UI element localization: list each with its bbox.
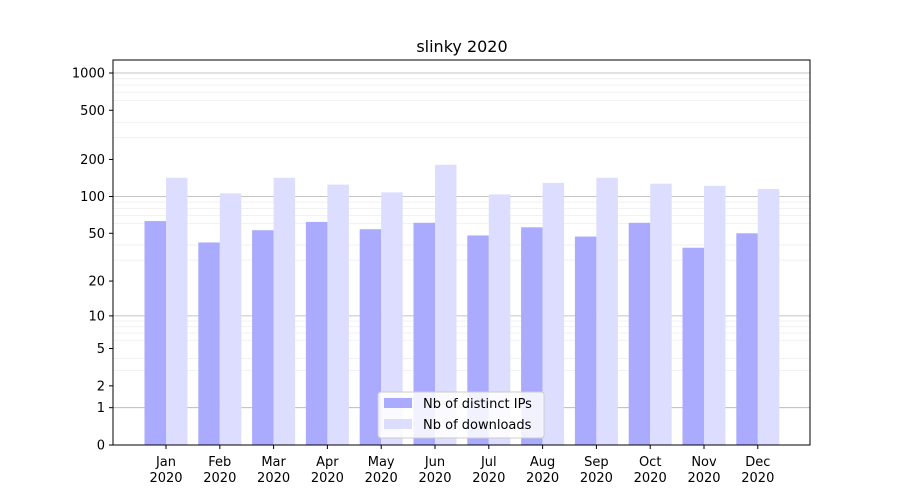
y-tick-label: 1 [97, 401, 105, 416]
y-tick-label: 2 [97, 379, 105, 394]
y-tick-label: 1000 [72, 67, 105, 82]
x-tick-label-month: Apr [316, 455, 339, 470]
legend: Nb of distinct IPs Nb of downloads [377, 391, 545, 439]
legend-swatch [384, 419, 412, 429]
bar-downloads-mar [273, 177, 296, 446]
legend-box [377, 391, 545, 439]
bar-downloads-oct [650, 183, 672, 445]
y-tick-label: 0 [97, 439, 105, 454]
bar-distinct-ips-sep [574, 236, 597, 445]
bars [144, 164, 780, 446]
bar-distinct-ips-feb [198, 242, 220, 445]
bar-downloads-feb [219, 193, 242, 445]
bar-downloads-nov [704, 185, 726, 445]
x-tick-label-month: Aug [530, 455, 555, 470]
bar-distinct-ips-jun [413, 222, 435, 445]
x-tick-label-year: 2020 [580, 471, 613, 486]
x-axis-ticks: Jan2020Feb2020Mar2020Apr2020May2020Jun20… [149, 445, 774, 486]
plot-frame [112, 59, 811, 446]
x-tick-label-month: Jul [480, 455, 497, 470]
y-tick-label: 200 [80, 153, 105, 168]
x-tick-label-month: Jan [155, 455, 176, 470]
x-tick-label-year: 2020 [741, 471, 774, 486]
y-tick-label: 10 [88, 309, 105, 324]
chart-title: slinky 2020 [416, 37, 507, 56]
bar-downloads-jun [435, 164, 457, 445]
bar-downloads-sep [596, 177, 618, 446]
y-tick-label: 5 [97, 342, 105, 357]
bar-downloads-may [381, 192, 403, 445]
y-axis-ticks: 0 1 2 5 10 20 50 100 200 500 1000 [72, 67, 113, 454]
bar-distinct-ips-apr [305, 221, 328, 445]
x-tick-label-month: Mar [261, 455, 286, 470]
legend-label: Nb of downloads [423, 418, 532, 433]
bar-distinct-ips-mar [252, 230, 274, 445]
bar-distinct-ips-oct [628, 222, 651, 445]
x-tick-label-year: 2020 [203, 471, 236, 486]
bar-distinct-ips-dec [736, 233, 758, 445]
x-tick-label-month: Nov [691, 455, 717, 470]
bar-distinct-ips-aug [521, 227, 543, 445]
x-tick-label-year: 2020 [634, 471, 667, 486]
x-tick-label-month: May [368, 455, 395, 470]
x-tick-label-year: 2020 [365, 471, 398, 486]
bar-downloads-aug [542, 182, 565, 446]
x-tick-label-year: 2020 [472, 471, 505, 486]
bar-downloads-apr [327, 184, 349, 445]
x-tick-label-month: Oct [639, 455, 661, 470]
y-tick-label: 20 [88, 275, 105, 290]
y-tick-label: 50 [88, 227, 105, 242]
legend-swatch [384, 398, 412, 408]
x-tick-label-year: 2020 [687, 471, 720, 486]
x-tick-label-year: 2020 [149, 471, 182, 486]
x-tick-label-month: Sep [584, 455, 609, 470]
bar-distinct-ips-may [359, 229, 382, 445]
x-tick-label-month: Dec [745, 455, 770, 470]
bar-distinct-ips-nov [682, 247, 704, 445]
x-tick-label-year: 2020 [418, 471, 451, 486]
y-tick-label: 500 [80, 104, 105, 119]
x-tick-label-year: 2020 [257, 471, 290, 486]
bar-downloads-jul [488, 194, 511, 445]
legend-label: Nb of distinct IPs [423, 397, 532, 412]
y-tick-label: 100 [80, 190, 105, 205]
bar-distinct-ips-jan [144, 221, 166, 445]
bar-downloads-jan [166, 177, 188, 446]
x-tick-label-month: Jun [424, 455, 445, 470]
x-tick-label-year: 2020 [311, 471, 344, 486]
bar-downloads-dec [757, 189, 780, 445]
x-tick-label-year: 2020 [526, 471, 559, 486]
x-tick-label-month: Feb [208, 455, 231, 470]
